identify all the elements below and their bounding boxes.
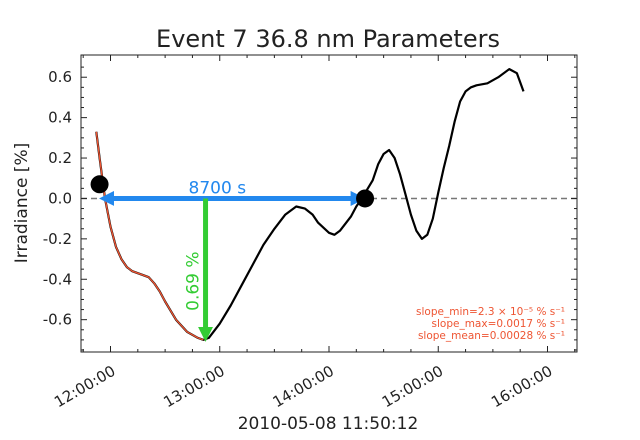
end-marker [356, 189, 375, 208]
plot-area: 8700 s 0.69 % [80, 54, 578, 353]
duration-label: 8700 s [189, 178, 247, 198]
depth-label: 0.69 % [184, 251, 204, 310]
y-tick-label: -0.4 [43, 270, 72, 288]
y-axis-label: Irradiance [%] [12, 143, 32, 263]
y-tick-label: 0.6 [48, 68, 72, 86]
slope-max-annotation: slope_max=0.0017 % s⁻¹ [432, 318, 565, 330]
x-tick-label: 12:00:00 [51, 362, 118, 411]
chart-title: Event 7 36.8 nm Parameters [156, 25, 500, 53]
slope-min-annotation: slope_min=2.3 × 10⁻⁵ % s⁻¹ [416, 306, 565, 318]
x-tick-label: 14:00:00 [270, 362, 337, 411]
irradiance-series-line [95, 68, 525, 341]
y-tick-label: 0.4 [48, 109, 72, 127]
x-tick-label: 16:00:00 [488, 362, 555, 411]
y-tick-label: -0.2 [43, 230, 72, 248]
x-tick-label: 15:00:00 [379, 362, 446, 411]
fit-series-line [95, 131, 204, 341]
x-tick-label: 13:00:00 [160, 362, 227, 411]
y-tick-label: 0.0 [48, 189, 72, 207]
y-tick-label: 0.2 [48, 149, 72, 167]
start-marker [90, 175, 109, 194]
slope-mean-annotation: slope_mean=0.00028 % s⁻¹ [418, 330, 565, 342]
y-tick-label: -0.6 [43, 311, 72, 329]
x-axis-label: 2010-05-08 11:50:12 [238, 414, 419, 434]
